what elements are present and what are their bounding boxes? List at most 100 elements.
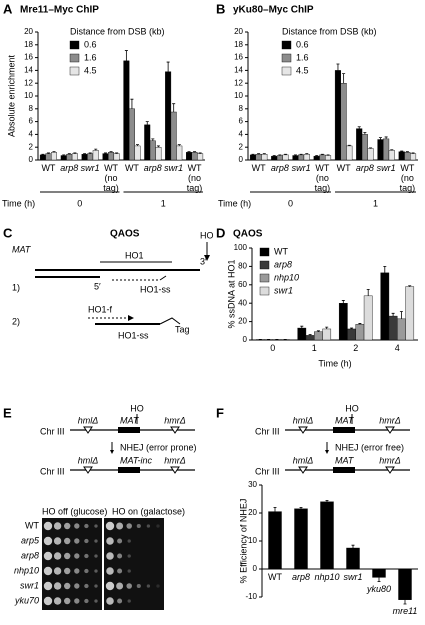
primer-label: HO1-ss [118,330,149,340]
bar [66,154,73,161]
x-tick-label: arp8 [270,163,289,173]
y-tick-label: 20 [234,27,243,36]
arrow-head [204,255,210,261]
colony-spot [53,552,62,560]
bar [170,111,177,161]
bar [261,154,268,161]
x-tick-label: WT (no tag) [103,163,119,193]
error-bar [403,599,407,605]
end-label: 3′ [200,256,207,266]
mat-locus [118,427,140,433]
y-tick-label: 20 [24,27,33,36]
chromosome-label: Chr III [255,466,280,476]
deletion-marker [170,466,180,474]
y-tick-label: 4 [29,130,34,139]
y-axis-label: % ssDNA at HO1 [226,259,236,328]
primer-label: HO1-ss [140,284,171,294]
error-bar [41,153,45,155]
error-bar [384,136,388,139]
colony-spot [43,551,53,561]
colony-spot [43,596,53,606]
plate [42,518,102,610]
bar [144,124,151,161]
panel-letter: E [3,405,12,420]
error-bar [347,144,351,146]
legend-swatch [281,66,292,76]
bar [363,295,373,341]
colony-spot [74,538,80,544]
y-tick-label: 12 [234,78,243,87]
bar [282,154,289,161]
legend-title: Distance from DSB (kb) [70,26,165,36]
x-tick-label: 2 [353,343,359,353]
x-tick-label: swr1 [376,163,396,173]
error-bar [411,152,415,154]
x-tick-label: swr1 [164,163,184,173]
colony-spot [117,598,123,604]
error-bar [408,285,412,287]
bar [377,139,384,161]
strain-label: swr1 [20,580,39,590]
y-tick-label: 40 [238,298,247,307]
x-tick-label: 0 [270,343,276,353]
colony-spot [64,537,71,545]
colony-spot [84,568,89,574]
legend-label: WT [274,246,288,256]
deletion-marker [298,426,308,434]
y-tick-label: 18 [234,40,243,49]
bar [320,501,334,570]
error-bar [278,154,282,156]
colony-spot [84,538,89,544]
enzyme-label: HO [345,403,359,413]
y-tick-label: 2 [239,142,244,151]
mat-locus [118,467,140,473]
x-tick-label: 4 [394,343,400,353]
deletion-marker [298,466,308,474]
bar [271,155,278,161]
error-bar [399,311,403,319]
bar [255,154,262,161]
y-tick-label: 10 [234,91,243,100]
bar [197,153,204,161]
y-axis-label: Absolute enrichment [6,54,16,137]
error-bar [378,137,382,140]
bar [405,286,415,341]
diagram-title: QAOS [110,229,140,240]
colony-spot [74,568,80,574]
repair-label: NHEJ (error free) [335,442,404,452]
legend-swatch [259,273,270,283]
bar [128,108,135,161]
error-bar [315,155,319,157]
locus-label: hmlΔ [78,455,99,465]
bar [397,318,406,341]
colony-spot [53,582,62,590]
group-axis-label: Time (h) [218,198,251,208]
y-tick-label: -10 [245,592,257,601]
error-bar [366,289,370,296]
colony-spot [74,553,80,559]
bar [388,150,395,161]
y-tick-label: 18 [24,40,33,49]
x-tick-label: WT (no tag) [399,163,416,193]
error-bar [166,61,170,72]
locus-label: MAT [120,415,140,425]
colony-spot [64,567,71,575]
locus-label: hmlΔ [293,415,314,425]
colony-spot [43,566,53,576]
locus-label: hmrΔ [379,455,401,465]
strain-label: WT [25,520,39,530]
bar [51,152,57,161]
group-label: 1 [161,198,166,208]
legend-label: 1.6 [296,52,309,62]
strain-label: arp5 [21,535,40,545]
enzyme-label: HO [130,403,144,413]
x-tick-label: arp8 [60,163,79,173]
error-bar [88,152,92,154]
colony-spot [106,597,114,605]
panel-letter: A [3,1,13,16]
error-bar [151,138,155,141]
bar [383,138,390,161]
error-bar [62,154,66,156]
y-tick-label: 14 [234,66,243,75]
error-bar [326,154,330,156]
